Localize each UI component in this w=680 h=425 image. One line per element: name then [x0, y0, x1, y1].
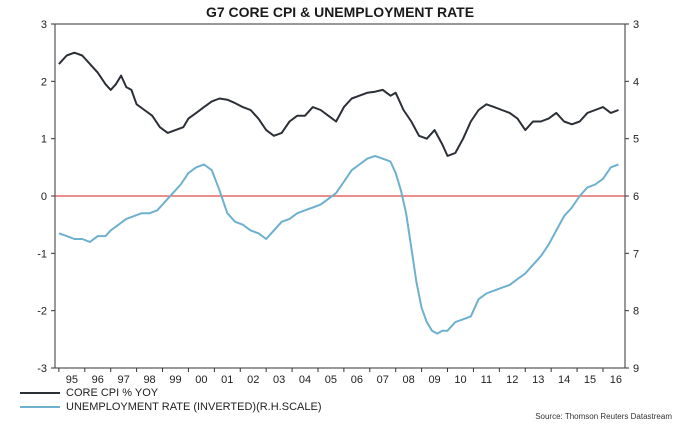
right-axis-tick-labels: 3 4 5 6 7 8 9 — [625, 19, 639, 375]
x-tick-label: 13 — [532, 374, 544, 386]
x-tick-label: 02 — [247, 374, 259, 386]
right-tick-label: 9 — [633, 363, 639, 375]
series-lines — [58, 51, 619, 335]
right-tick-label: 7 — [633, 248, 639, 260]
source-note: Source: Thomson Reuters Datastream — [535, 412, 672, 421]
right-tick-label: 3 — [633, 19, 639, 31]
x-tick-label: 14 — [558, 374, 570, 386]
legend-label-cpi: CORE CPI % YOY — [66, 387, 159, 399]
left-tick-label: 3 — [41, 19, 47, 31]
x-axis-tick-labels: 95 96 97 98 99 00 01 02 03 04 05 06 07 08 09 10 11 12 13 14… — [58, 368, 622, 386]
left-tick-label: 1 — [41, 134, 47, 146]
x-tick-label: 99 — [169, 374, 181, 386]
series-line-core-cpi — [58, 51, 619, 157]
legend-swatch-unemployment — [20, 406, 60, 409]
left-tick-label: 0 — [41, 191, 47, 203]
legend-label-unemployment: UNEMPLOYMENT RATE (INVERTED)(R.H.SCALE) — [66, 401, 322, 413]
x-tick-label: 09 — [428, 374, 440, 386]
x-tick-label: 03 — [273, 374, 285, 386]
legend-swatch-cpi — [20, 392, 60, 395]
x-tick-label: 00 — [195, 374, 207, 386]
x-tick-label: 15 — [584, 374, 596, 386]
x-tick-label: 16 — [610, 374, 622, 386]
x-tick-label: 06 — [351, 374, 363, 386]
left-tick-label: -3 — [37, 363, 47, 375]
x-tick-label: 01 — [221, 374, 233, 386]
x-tick-label: 96 — [92, 374, 104, 386]
x-tick-label: 97 — [118, 374, 130, 386]
legend-item-unemployment: UNEMPLOYMENT RATE (INVERTED)(R.H.SCALE) — [20, 401, 321, 413]
right-tick-label: 4 — [633, 76, 639, 88]
legend-item-cpi: CORE CPI % YOY — [20, 387, 158, 399]
x-tick-label: 10 — [454, 374, 466, 386]
x-tick-label: 04 — [299, 374, 311, 386]
right-tick-label: 6 — [633, 191, 639, 203]
x-tick-label: 05 — [325, 374, 337, 386]
x-tick-label: 11 — [481, 374, 492, 386]
x-tick-label: 98 — [143, 374, 155, 386]
x-tick-label: 95 — [66, 374, 78, 386]
chart-title: G7 CORE CPI & UNEMPLOYMENT RATE — [205, 4, 475, 20]
left-tick-label: -2 — [37, 306, 47, 318]
x-tick-label: 08 — [403, 374, 415, 386]
x-tick-label: 12 — [506, 374, 518, 386]
left-tick-label: -1 — [37, 248, 47, 260]
right-tick-label: 5 — [633, 134, 639, 146]
x-tick-label: 07 — [377, 374, 389, 386]
series-line-unemployment — [58, 154, 619, 335]
left-axis-tick-labels: 3 2 1 0 -1 -2 -3 — [37, 19, 55, 375]
right-tick-label: 8 — [633, 306, 639, 318]
left-tick-label: 2 — [41, 76, 47, 88]
